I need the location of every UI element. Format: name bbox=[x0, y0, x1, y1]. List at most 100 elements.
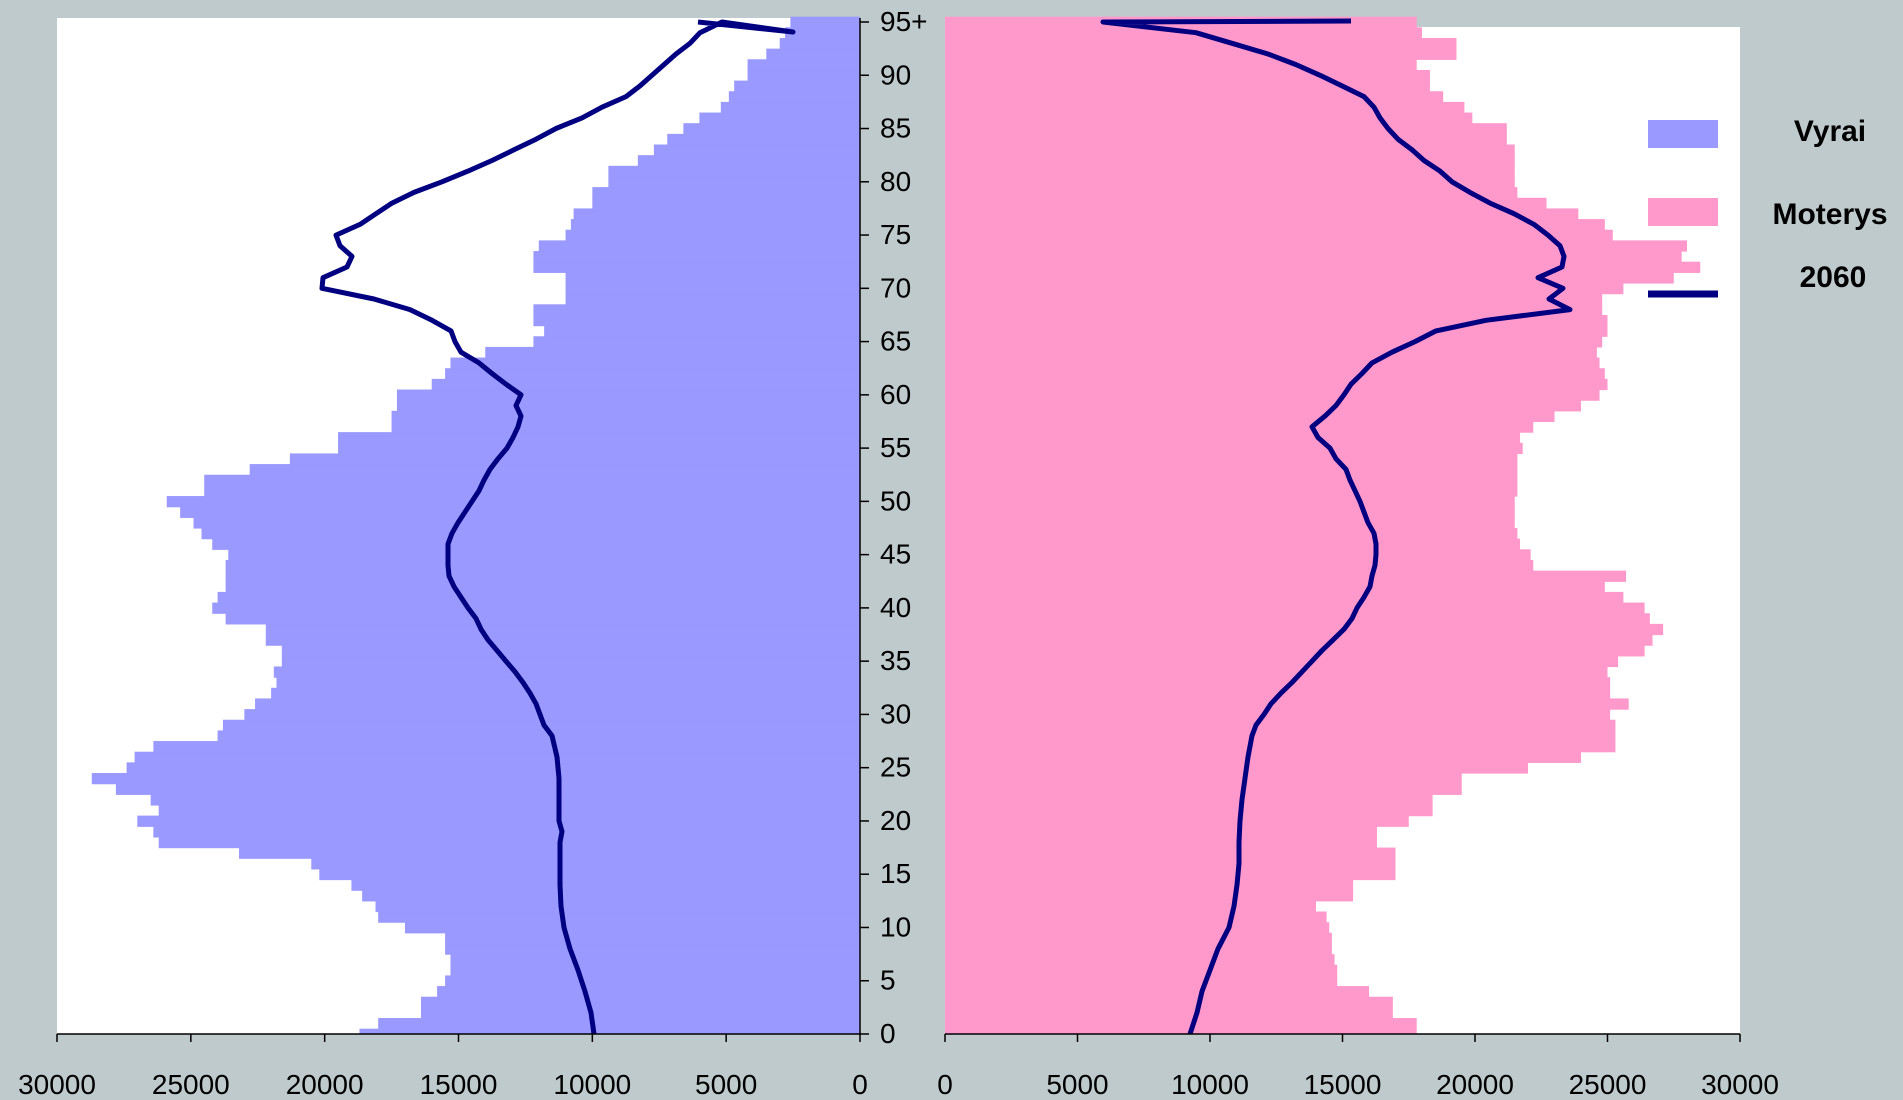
men-bar-age-52 bbox=[204, 474, 860, 486]
legend-swatch-moterys bbox=[1648, 198, 1718, 226]
women-bar-age-76 bbox=[945, 219, 1605, 231]
women-bar-age-43 bbox=[945, 570, 1627, 582]
axes bbox=[56, 18, 1741, 1042]
men-bar-age-41 bbox=[217, 591, 861, 604]
women-bar-age-40 bbox=[945, 602, 1645, 614]
women-bar-age-89 bbox=[945, 80, 1430, 92]
women-bar-age-64 bbox=[945, 346, 1597, 359]
men-bar-age-83 bbox=[653, 144, 860, 156]
age-tick-label: 70 bbox=[880, 272, 911, 303]
line-2060-women bbox=[1100, 18, 1573, 1035]
men-bar-age-74 bbox=[538, 240, 860, 252]
men-bar-age-65 bbox=[533, 336, 860, 348]
men-bar-age-18 bbox=[158, 836, 861, 849]
age-tick-label: 10 bbox=[880, 911, 911, 942]
men-bar-age-23 bbox=[115, 783, 861, 795]
men-bar-age-36 bbox=[281, 645, 861, 657]
x-tick-label-left: 20000 bbox=[286, 1069, 364, 1100]
x-tick-label-left: 25000 bbox=[152, 1069, 230, 1100]
women-bar-age-2 bbox=[945, 1007, 1393, 1019]
men-bar-age-17 bbox=[239, 847, 861, 859]
women-bars bbox=[945, 16, 1701, 1034]
women-bar-age-66 bbox=[945, 325, 1608, 337]
men-bar-age-26 bbox=[134, 751, 860, 763]
men-bar-age-20 bbox=[137, 815, 861, 827]
women-bar-age-41 bbox=[945, 591, 1624, 604]
women-bar-age-23 bbox=[945, 783, 1462, 795]
men-bar-age-49 bbox=[180, 506, 861, 518]
value-axis-labels: 30000 25000 20000 15000 10000 5000 0 0 5000 10000… bbox=[18, 1069, 1779, 1100]
men-bar-age-59 bbox=[396, 400, 860, 412]
men-bar-age-24 bbox=[91, 773, 860, 785]
men-bar-age-14 bbox=[351, 879, 860, 891]
age-tick-label: 65 bbox=[880, 326, 911, 357]
men-bar-age-35 bbox=[281, 655, 861, 668]
women-bar-age-57 bbox=[945, 421, 1534, 433]
legend-label-moterys: Moterys bbox=[1772, 198, 1887, 231]
women-bar-age-10 bbox=[945, 922, 1330, 934]
men-bar-age-15 bbox=[319, 868, 860, 881]
women-bar-age-59 bbox=[945, 400, 1581, 412]
women-bar-age-9 bbox=[945, 932, 1332, 945]
men-bar-age-70 bbox=[565, 282, 860, 295]
men-bar-age-45 bbox=[228, 549, 861, 561]
legend-label-2060: 2060 bbox=[1800, 261, 1867, 294]
women-bar-age-30 bbox=[945, 709, 1611, 721]
women-bar-age-70 bbox=[945, 282, 1624, 295]
x-tick-label-right: 15000 bbox=[1304, 1069, 1382, 1100]
women-bar-age-14 bbox=[945, 879, 1354, 891]
women-bar-age-93 bbox=[945, 37, 1457, 50]
women-bar-age-38 bbox=[945, 623, 1664, 636]
men-bar-age-16 bbox=[311, 858, 860, 870]
women-bar-age-65 bbox=[945, 336, 1603, 348]
men-bar-age-5 bbox=[445, 975, 860, 987]
age-tick-label: 30 bbox=[880, 698, 911, 729]
men-bar-age-50 bbox=[166, 496, 860, 508]
men-bar-age-88 bbox=[728, 91, 860, 103]
x-tick-label-left: 0 bbox=[852, 1069, 868, 1100]
men-bar-age-13 bbox=[362, 890, 860, 902]
men-bar-age-37 bbox=[265, 634, 860, 646]
women-bar-age-29 bbox=[945, 719, 1616, 731]
men-bar-age-84 bbox=[667, 133, 860, 146]
men-bar-age-57 bbox=[391, 421, 860, 433]
women-bar-age-54 bbox=[945, 453, 1518, 465]
men-bar-age-30 bbox=[244, 709, 860, 721]
women-bar-age-81 bbox=[945, 165, 1515, 178]
men-bar-age-32 bbox=[271, 687, 861, 700]
age-tick-label: 35 bbox=[880, 645, 911, 676]
age-tick-label: 80 bbox=[880, 166, 911, 197]
age-tick-label: 50 bbox=[880, 485, 911, 516]
x-tick-label-left: 30000 bbox=[18, 1069, 96, 1100]
age-tick-label: 60 bbox=[880, 379, 911, 410]
men-bar-age-94 bbox=[785, 27, 860, 39]
women-bar-age-74 bbox=[945, 240, 1687, 252]
age-tick-label: 5 bbox=[880, 965, 896, 996]
men-bar-age-54 bbox=[289, 453, 860, 465]
men-bar-age-8 bbox=[445, 943, 860, 955]
men-bar-age-27 bbox=[153, 741, 861, 753]
women-bar-age-52 bbox=[945, 474, 1518, 486]
women-bar-age-15 bbox=[945, 868, 1396, 881]
women-bar-age-33 bbox=[945, 677, 1611, 689]
age-tick-label: 15 bbox=[880, 858, 911, 889]
men-bar-age-22 bbox=[150, 794, 860, 806]
women-bar-age-88 bbox=[945, 91, 1444, 103]
legend-swatch-vyrai bbox=[1648, 120, 1718, 148]
men-bar-age-51 bbox=[204, 485, 860, 497]
women-bar-age-91 bbox=[945, 59, 1417, 71]
men-bar-age-21 bbox=[158, 804, 861, 817]
men-bar-age-44 bbox=[225, 559, 860, 572]
women-bar-age-63 bbox=[945, 357, 1600, 369]
men-bar-age-31 bbox=[255, 698, 860, 710]
men-bar-age-11 bbox=[378, 911, 860, 923]
men-bar-age-39 bbox=[225, 613, 860, 625]
men-bar-age-19 bbox=[153, 826, 861, 838]
women-bar-age-69 bbox=[945, 293, 1603, 305]
women-bar-age-13 bbox=[945, 890, 1354, 902]
women-bar-age-58 bbox=[945, 410, 1555, 423]
women-bar-age-4 bbox=[945, 986, 1369, 998]
women-bar-age-68 bbox=[945, 304, 1603, 316]
men-bar-age-64 bbox=[485, 346, 860, 359]
